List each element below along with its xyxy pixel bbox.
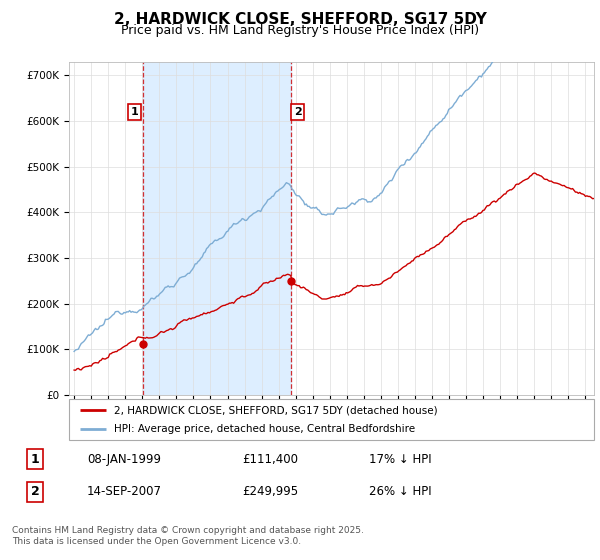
Text: £111,400: £111,400 (242, 453, 298, 466)
FancyBboxPatch shape (69, 399, 594, 440)
Text: 1: 1 (130, 107, 138, 117)
Text: 1: 1 (31, 453, 40, 466)
Text: HPI: Average price, detached house, Central Bedfordshire: HPI: Average price, detached house, Cent… (113, 424, 415, 433)
Text: 26% ↓ HPI: 26% ↓ HPI (369, 485, 432, 498)
Text: Contains HM Land Registry data © Crown copyright and database right 2025.
This d: Contains HM Land Registry data © Crown c… (12, 526, 364, 546)
Text: 17% ↓ HPI: 17% ↓ HPI (369, 453, 432, 466)
Text: 14-SEP-2007: 14-SEP-2007 (87, 485, 162, 498)
Text: Price paid vs. HM Land Registry's House Price Index (HPI): Price paid vs. HM Land Registry's House … (121, 24, 479, 37)
Text: £249,995: £249,995 (242, 485, 299, 498)
Text: 2, HARDWICK CLOSE, SHEFFORD, SG17 5DY (detached house): 2, HARDWICK CLOSE, SHEFFORD, SG17 5DY (d… (113, 405, 437, 415)
Text: 2, HARDWICK CLOSE, SHEFFORD, SG17 5DY: 2, HARDWICK CLOSE, SHEFFORD, SG17 5DY (113, 12, 487, 27)
Text: 2: 2 (31, 485, 40, 498)
Bar (143, 62, 291, 395)
Text: 08-JAN-1999: 08-JAN-1999 (87, 453, 161, 466)
Text: 2: 2 (294, 107, 301, 117)
